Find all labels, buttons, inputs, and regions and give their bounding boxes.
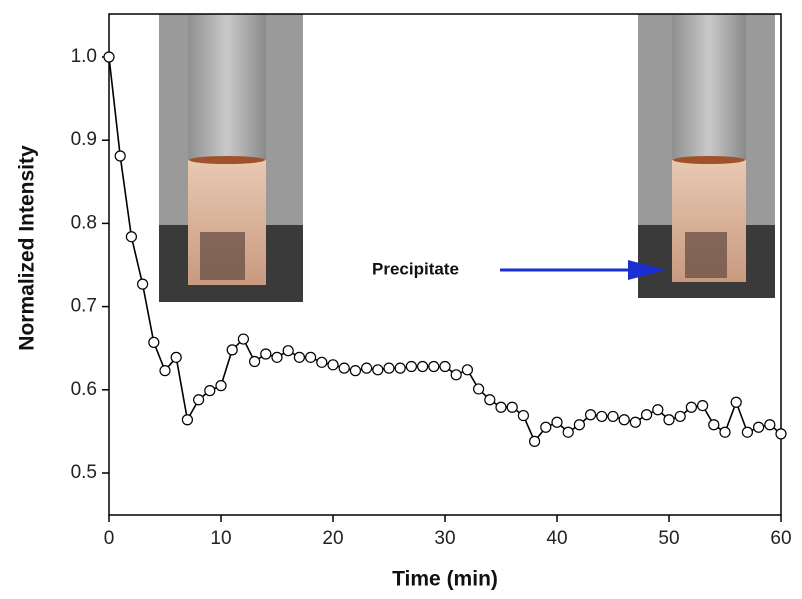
x-tick-label: 10 <box>210 528 231 549</box>
data-point <box>170 351 182 363</box>
data-point <box>282 345 294 357</box>
data-point <box>114 150 126 162</box>
data-point <box>394 362 406 374</box>
data-point <box>730 396 742 408</box>
data-point <box>193 394 205 406</box>
x-tick-label: 0 <box>104 528 115 549</box>
data-point <box>741 426 754 438</box>
data-point <box>461 364 473 376</box>
data-point <box>316 356 328 368</box>
data-point <box>540 421 552 433</box>
data-point <box>607 410 619 423</box>
data-point <box>428 360 440 373</box>
data-point <box>708 419 720 431</box>
x-axis-title: Time (min) <box>392 568 498 591</box>
data-point <box>293 351 305 363</box>
data-point <box>663 414 675 426</box>
data-point <box>204 385 216 397</box>
x-tick-label: 20 <box>322 528 343 549</box>
data-point <box>405 360 417 373</box>
y-tick-label: 1.0 <box>71 46 97 67</box>
data-point <box>685 401 698 413</box>
data-point <box>719 426 731 438</box>
x-tick-label: 40 <box>546 528 567 549</box>
photo-left <box>159 14 303 302</box>
data-point <box>327 359 339 371</box>
data-point <box>484 394 496 406</box>
y-tick-label: 0.8 <box>71 212 97 233</box>
data-point <box>349 365 361 377</box>
data-point <box>148 336 160 348</box>
data-point <box>439 360 451 373</box>
data-point <box>473 383 485 395</box>
y-axis-title: Normalized Intensity <box>16 145 39 351</box>
data-point <box>271 351 283 363</box>
data-point <box>372 364 384 376</box>
data-point <box>506 401 518 413</box>
y-tick-label: 0.5 <box>71 462 97 483</box>
arrow <box>500 260 666 280</box>
data-point <box>629 416 642 428</box>
data-point <box>226 344 238 356</box>
data-point <box>159 365 171 377</box>
data-point <box>383 362 395 374</box>
data-point <box>752 421 765 433</box>
data-point <box>596 410 608 423</box>
data-point <box>640 409 653 421</box>
data-point <box>417 360 429 373</box>
data-point <box>775 428 787 440</box>
data-point <box>696 399 709 412</box>
data-point <box>584 409 597 421</box>
y-tick-label: 0.9 <box>71 129 97 150</box>
data-point <box>618 414 630 426</box>
data-point <box>517 409 530 422</box>
data-point <box>125 231 137 243</box>
data-point <box>652 404 664 416</box>
data-point <box>495 401 507 413</box>
data-point <box>338 362 350 374</box>
data-point <box>361 362 373 374</box>
data-point <box>573 419 586 431</box>
annotation: Precipitate <box>372 259 459 278</box>
data-point <box>764 419 776 431</box>
data-point <box>249 355 261 368</box>
y-tick-label: 0.6 <box>71 379 97 400</box>
data-point <box>215 380 227 392</box>
x-tick-label: 60 <box>770 528 791 549</box>
data-point <box>674 410 686 423</box>
data-point <box>551 416 563 428</box>
data-point <box>103 51 115 63</box>
data-point <box>181 414 193 426</box>
data-point <box>528 435 541 447</box>
data-point <box>305 351 317 363</box>
x-tick-label: 50 <box>658 528 679 549</box>
data-point <box>450 369 462 381</box>
y-tick-label: 0.7 <box>71 296 97 317</box>
data-point <box>260 348 272 360</box>
data-point <box>237 333 249 345</box>
photo-right <box>638 14 775 298</box>
data-point <box>562 426 574 438</box>
x-tick-label: 30 <box>434 528 455 549</box>
data-point <box>137 278 149 290</box>
